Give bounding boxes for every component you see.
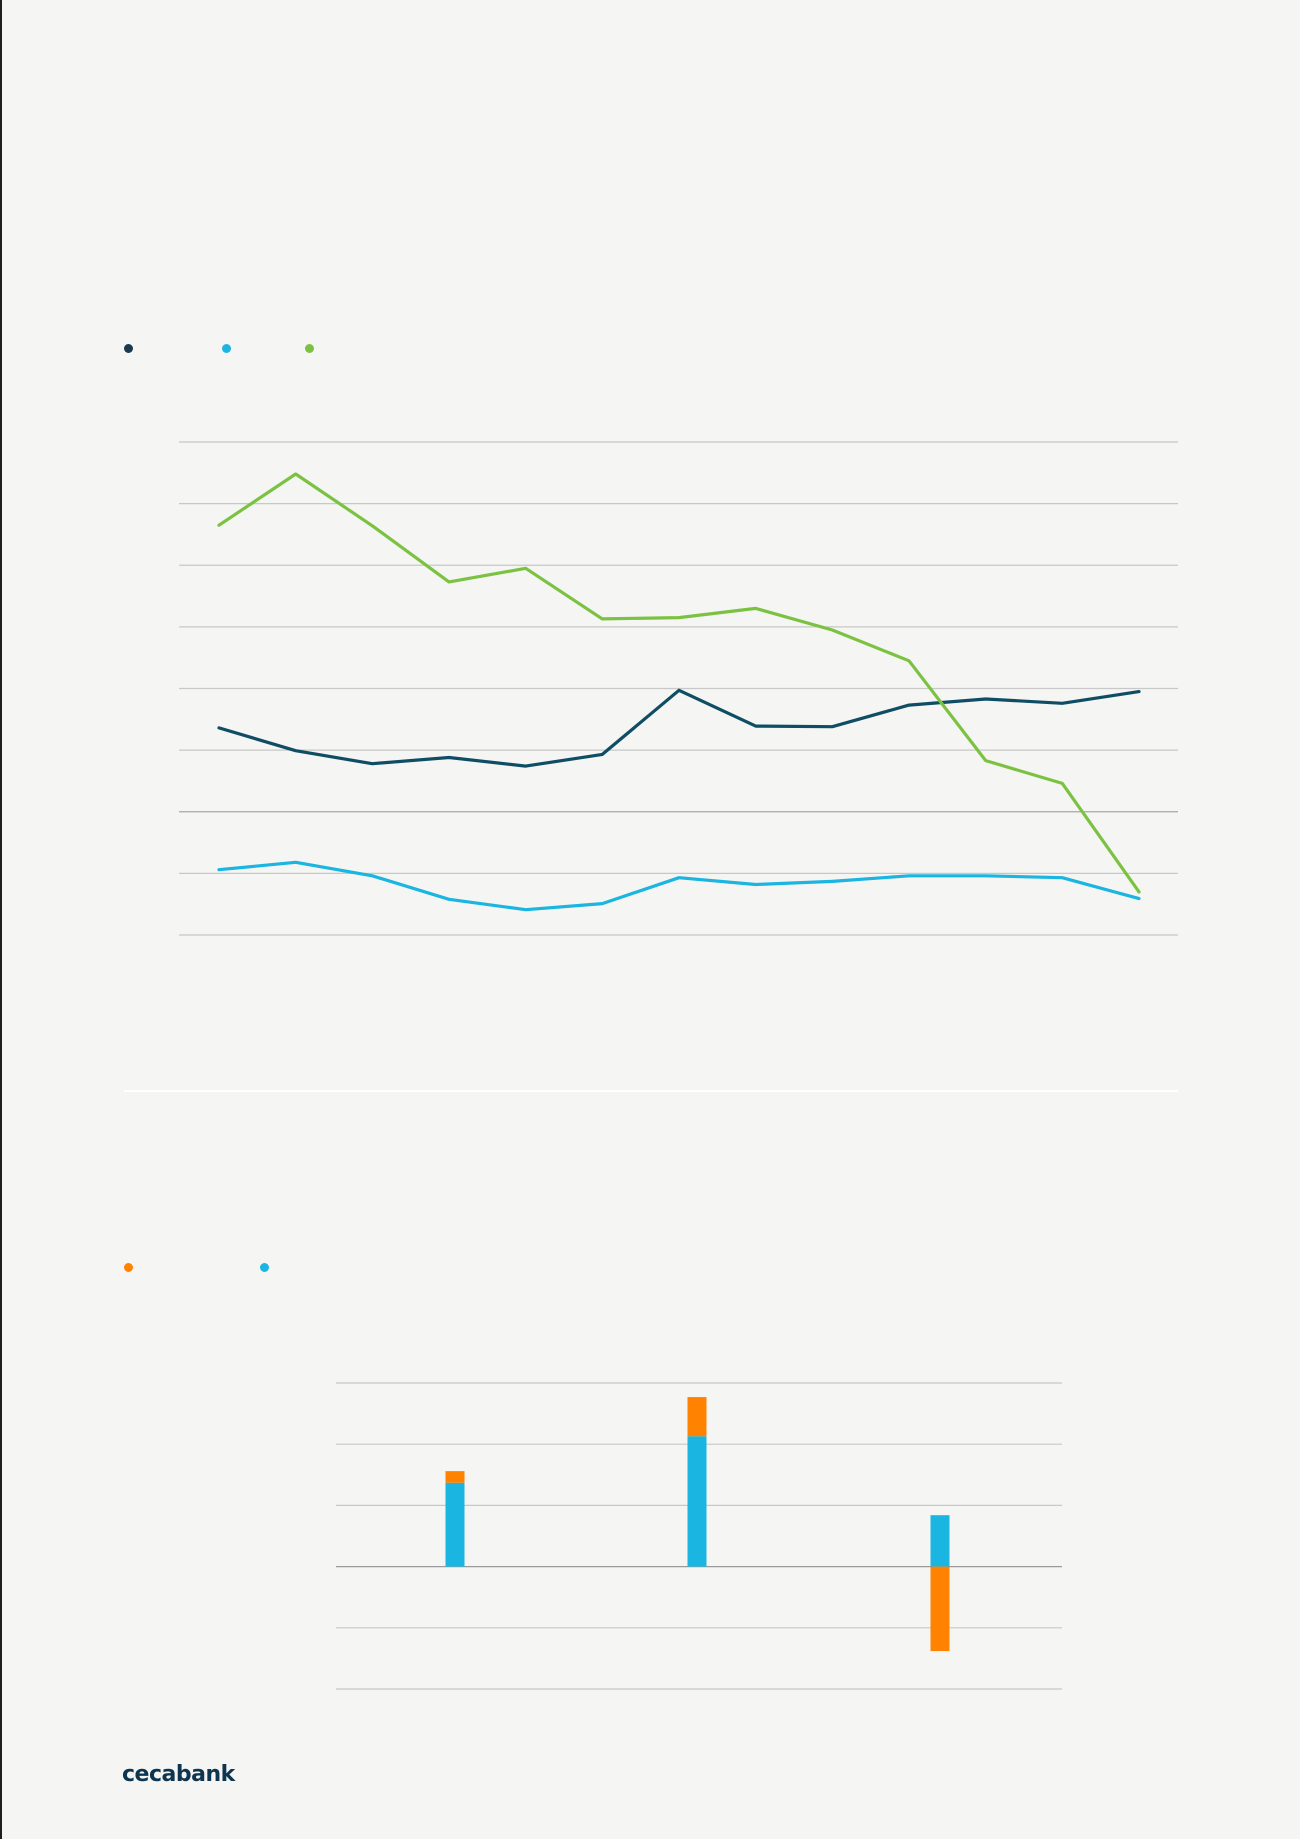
- bar-segment-blue: [687, 1436, 707, 1567]
- bar-segment-orange: [445, 1471, 465, 1483]
- legend-dot-light-blue: [260, 1263, 269, 1272]
- legend-item-series-2: [222, 344, 239, 353]
- logo-text: cecabank: [122, 1762, 235, 1787]
- legend-item-series-1: [124, 344, 141, 353]
- legend-item-series-2: [260, 1263, 277, 1272]
- series-line-2: [217, 860, 1141, 912]
- section-divider: [124, 1090, 1178, 1092]
- cecabank-logo: cecabank: [122, 1762, 235, 1787]
- bar-segment-blue: [445, 1482, 465, 1567]
- legend-item-series-3: [305, 344, 322, 353]
- series-line-3: [217, 472, 1141, 894]
- legend-dot-light-blue: [222, 344, 231, 353]
- bar-segment-orange: [687, 1397, 707, 1437]
- legend-item-series-1: [124, 1263, 141, 1272]
- legend-dot-dark-blue: [124, 344, 133, 353]
- legend-dot-orange: [124, 1263, 133, 1272]
- legend-dot-green: [305, 344, 314, 353]
- bar-segment-orange: [930, 1566, 950, 1652]
- page-left-rule: [0, 0, 2, 1839]
- bar-segment-blue: [930, 1515, 950, 1567]
- series-line-1: [217, 688, 1141, 768]
